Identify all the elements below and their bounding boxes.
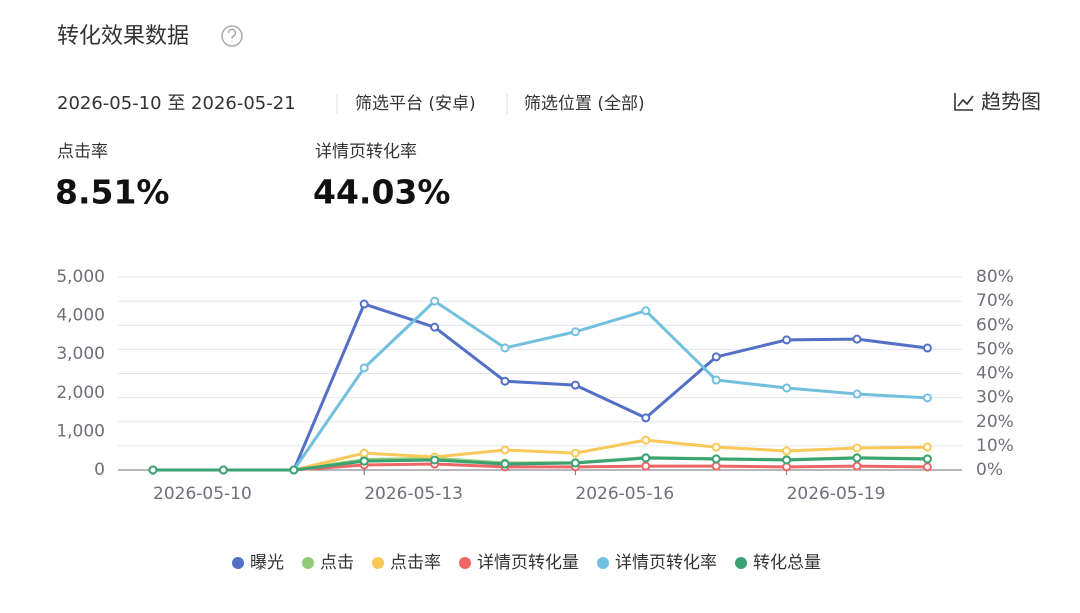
legend-dot [372, 557, 384, 569]
point [782, 383, 792, 393]
point [852, 453, 862, 463]
point [570, 380, 580, 390]
legend-label: 点击率 [390, 553, 441, 573]
point [500, 459, 510, 469]
y-tick-label: 4,000 [56, 306, 105, 326]
point [641, 435, 651, 445]
point [711, 442, 721, 452]
legend-label: 点击 [320, 553, 354, 573]
help-circle [221, 25, 243, 47]
y2-tick-label: 10% [976, 436, 1014, 456]
metric-value: 44.03% [313, 173, 450, 212]
position-filter[interactable]: 筛选位置 (全部) [524, 94, 645, 114]
point [500, 343, 510, 353]
point [852, 443, 862, 453]
point [570, 327, 580, 337]
legend-item[interactable]: 转化总量 [735, 553, 821, 573]
legend-dot [302, 557, 314, 569]
legend-label: 详情页转化量 [477, 553, 579, 573]
legend-item[interactable]: 曝光 [232, 553, 284, 573]
section-title: 转化效果数据 [57, 24, 189, 49]
legend-label: 转化总量 [753, 553, 821, 573]
y-tick-label: 1,000 [56, 421, 105, 441]
x-tick-label: 2026-05-10 [153, 484, 252, 504]
point [641, 413, 651, 423]
point [148, 465, 158, 475]
help-glyph [227, 28, 237, 42]
y-tick-label: 5,000 [56, 267, 105, 287]
y-tick-label: 3,000 [56, 344, 105, 364]
series-line [153, 299, 928, 472]
legend-item[interactable]: 详情页转化量 [459, 553, 579, 573]
y2-tick-label: 30% [976, 388, 1014, 408]
y2-tick-label: 0% [976, 460, 1003, 480]
point [359, 456, 369, 466]
point [922, 454, 932, 464]
metric-label: 点击率 [57, 142, 108, 162]
point [430, 455, 440, 465]
point [570, 458, 580, 468]
legend-label: 曝光 [250, 553, 284, 573]
x-tick-label: 2026-05-13 [364, 484, 463, 504]
point [430, 296, 440, 306]
trend-icon [954, 93, 974, 111]
point [289, 465, 299, 475]
point [711, 352, 721, 362]
point [922, 462, 932, 472]
y2-tick-label: 70% [976, 291, 1014, 311]
point [852, 334, 862, 344]
platform-filter[interactable]: 筛选平台 (安卓) [355, 94, 476, 114]
y2-tick-label: 20% [976, 412, 1014, 432]
metric-label: 详情页转化率 [315, 142, 417, 162]
date-range[interactable]: 2026-05-10 至 2026-05-21 [57, 93, 296, 114]
x-tick-label: 2026-05-19 [787, 484, 886, 504]
x-tick-label: 2026-05-16 [575, 484, 674, 504]
point [852, 389, 862, 399]
legend-item[interactable]: 详情页转化率 [597, 553, 717, 573]
legend-item[interactable]: 点击 [302, 553, 354, 573]
point [782, 455, 792, 465]
y2-tick-label: 60% [976, 315, 1014, 335]
point [922, 393, 932, 403]
point [922, 442, 932, 452]
trend-button[interactable]: 趋势图 [954, 90, 1041, 114]
legend-dot [597, 557, 609, 569]
y-tick-label: 2,000 [56, 383, 105, 403]
point [430, 322, 440, 332]
point [570, 448, 580, 458]
help-icon[interactable] [221, 25, 243, 47]
point [500, 445, 510, 455]
y2-tick-label: 80% [976, 267, 1014, 287]
point [359, 448, 369, 458]
trend-label: 趋势图 [981, 90, 1041, 114]
y-tick-label: 0 [94, 460, 105, 480]
chart: 0 1,000 2,000 3,000 4,000 5,000 0% 10% 20% 30% 40%… [56, 267, 1013, 573]
metric-value: 8.51% [55, 173, 170, 212]
point [641, 453, 651, 463]
point [641, 306, 651, 316]
point [711, 461, 721, 471]
point [782, 335, 792, 345]
series-line [153, 456, 928, 472]
point [711, 375, 721, 385]
y2-tick-label: 40% [976, 364, 1014, 384]
point [852, 461, 862, 471]
legend-dot [735, 557, 747, 569]
point [359, 363, 369, 373]
legend-dot [232, 557, 244, 569]
series-line [153, 302, 928, 472]
y2-tick-label: 50% [976, 339, 1014, 359]
point [782, 446, 792, 456]
point [641, 461, 651, 471]
point [218, 465, 228, 475]
legend-item[interactable]: 点击率 [372, 553, 441, 573]
legend-label: 详情页转化率 [615, 553, 717, 573]
point [500, 376, 510, 386]
point [359, 299, 369, 309]
legend-dot [459, 557, 471, 569]
point [922, 343, 932, 353]
point [711, 454, 721, 464]
